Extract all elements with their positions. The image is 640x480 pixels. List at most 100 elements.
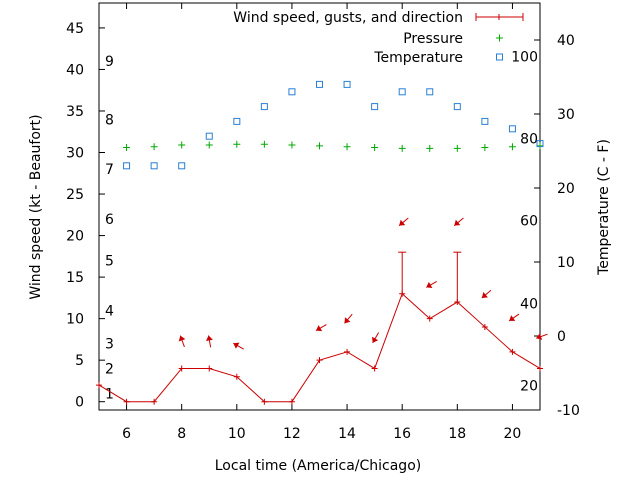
x-tick-label: 18 <box>448 426 466 442</box>
x-axis-label: Local time (America/Chicago) <box>215 458 421 474</box>
temperature-point <box>178 162 186 170</box>
temperature-point <box>398 88 406 96</box>
wind-arrow <box>453 217 464 227</box>
wind-arrow <box>508 313 520 322</box>
wind-speed-point <box>96 382 102 389</box>
y-left-tick-label: 35 <box>66 104 84 120</box>
temperature-point <box>508 125 516 133</box>
wind-speed-point <box>151 398 158 405</box>
wind-arrow-head <box>399 219 406 226</box>
fahrenheit-label: 40 <box>520 296 538 312</box>
temperature-series <box>123 80 544 170</box>
pressure-series <box>123 140 544 152</box>
wind-arrow-head <box>426 281 433 288</box>
y-left-tick-label: 5 <box>75 353 84 369</box>
temperature-point <box>371 103 379 111</box>
wind-speed-point <box>537 365 543 372</box>
wind-speed-point <box>123 398 130 405</box>
wind-arrow-head <box>481 292 488 298</box>
wind-arrow <box>205 335 213 348</box>
wind-speed-line <box>98 292 541 403</box>
beaufort-label: 4 <box>105 303 114 319</box>
wind-arrow-head <box>509 315 516 321</box>
wind-arrow <box>315 324 327 332</box>
pressure-point <box>426 144 434 152</box>
pressure-point <box>398 144 406 152</box>
pressure-point <box>233 140 241 148</box>
wind-arrow-head <box>344 317 351 324</box>
fahrenheit-label: 60 <box>520 214 538 230</box>
pressure-point <box>205 141 213 149</box>
y-axis-left-label: Wind speed (kt - Beaufort) <box>28 114 44 299</box>
temperature-point <box>260 103 268 111</box>
wind-speed-point <box>206 365 213 372</box>
y-right-tick-label: 20 <box>557 181 575 197</box>
fahrenheit-label: 100 <box>511 49 538 65</box>
y-left-tick-label: 0 <box>75 395 84 411</box>
wind-arrow <box>344 313 353 324</box>
axis-ticks: 6 8 10 12 14 16 18 20051015202530354045-1001020… <box>66 3 580 442</box>
wind-speed-point <box>178 365 185 372</box>
y-left-tick-label: 10 <box>66 312 84 328</box>
pressure-point <box>508 143 516 151</box>
temperature-point <box>123 162 131 170</box>
wind-arrow-head <box>316 325 323 332</box>
legend: Wind speed, gusts, and direction Pressure… <box>233 10 524 66</box>
pressure-point <box>536 142 544 150</box>
wind-arrow-head <box>372 336 379 343</box>
wind-arrow-head <box>178 335 186 342</box>
pressure-point <box>288 141 296 149</box>
pressure-point <box>316 142 323 150</box>
legend-swatch-pressure <box>496 34 503 42</box>
beaufort-labels: 1 2 3 4 5 6 7 8 9 <box>105 54 114 402</box>
pressure-point <box>371 144 379 152</box>
wind-speed-point <box>481 323 488 330</box>
y-right-tick-label: -10 <box>557 403 580 419</box>
y-left-tick-label: 40 <box>66 62 84 78</box>
legend-label-pressure: Pressure <box>403 31 463 47</box>
beaufort-label: 2 <box>105 361 114 377</box>
temperature-point <box>233 117 241 125</box>
wind-speed-point <box>316 357 323 364</box>
y-axis-right-label: Temperature (C - F) <box>596 139 612 276</box>
y-left-tick-label: 25 <box>66 187 84 203</box>
temperature-point <box>481 117 489 125</box>
x-tick-label: 16 <box>393 426 411 442</box>
x-tick-label: 10 <box>228 426 246 442</box>
fahrenheit-labels: 20 40 60 80 100 <box>511 49 538 394</box>
y-right-tick-label: 10 <box>557 255 575 271</box>
pressure-point <box>481 144 489 152</box>
x-tick-label: 20 <box>504 426 522 442</box>
y-left-tick-label: 15 <box>66 270 84 286</box>
beaufort-label: 3 <box>105 337 114 353</box>
wind-speed-point <box>233 373 240 380</box>
temperature-point <box>288 88 296 96</box>
y-left-tick-label: 45 <box>66 21 84 37</box>
y-right-tick-label: 40 <box>557 33 575 49</box>
beaufort-label: 6 <box>105 212 114 228</box>
legend-label-wind: Wind speed, gusts, and direction <box>233 10 463 26</box>
wind-arrow-head <box>454 219 461 226</box>
wind-arrow <box>398 217 409 227</box>
legend-swatch-wind-point <box>496 14 502 20</box>
plot-frame <box>98 2 541 411</box>
y-right-tick-label: 30 <box>557 107 575 123</box>
wind-speed-point <box>426 315 433 322</box>
pressure-point <box>178 141 186 149</box>
wind-speed-point <box>261 398 268 405</box>
fahrenheit-label: 80 <box>520 131 538 147</box>
temperature-point <box>343 80 351 88</box>
beaufort-label: 8 <box>105 112 114 128</box>
temperature-point <box>536 140 544 148</box>
temperature-point <box>453 103 461 111</box>
wind-arrow <box>372 332 380 344</box>
wind-speed-point <box>371 365 378 372</box>
wind-speed-point <box>288 398 295 405</box>
wind-arrow <box>481 289 492 299</box>
temperature-point <box>316 80 323 88</box>
wind-arrow-head <box>205 335 213 341</box>
beaufort-label: 9 <box>105 54 114 70</box>
pressure-point <box>343 143 351 151</box>
wind-arrow <box>536 333 548 340</box>
